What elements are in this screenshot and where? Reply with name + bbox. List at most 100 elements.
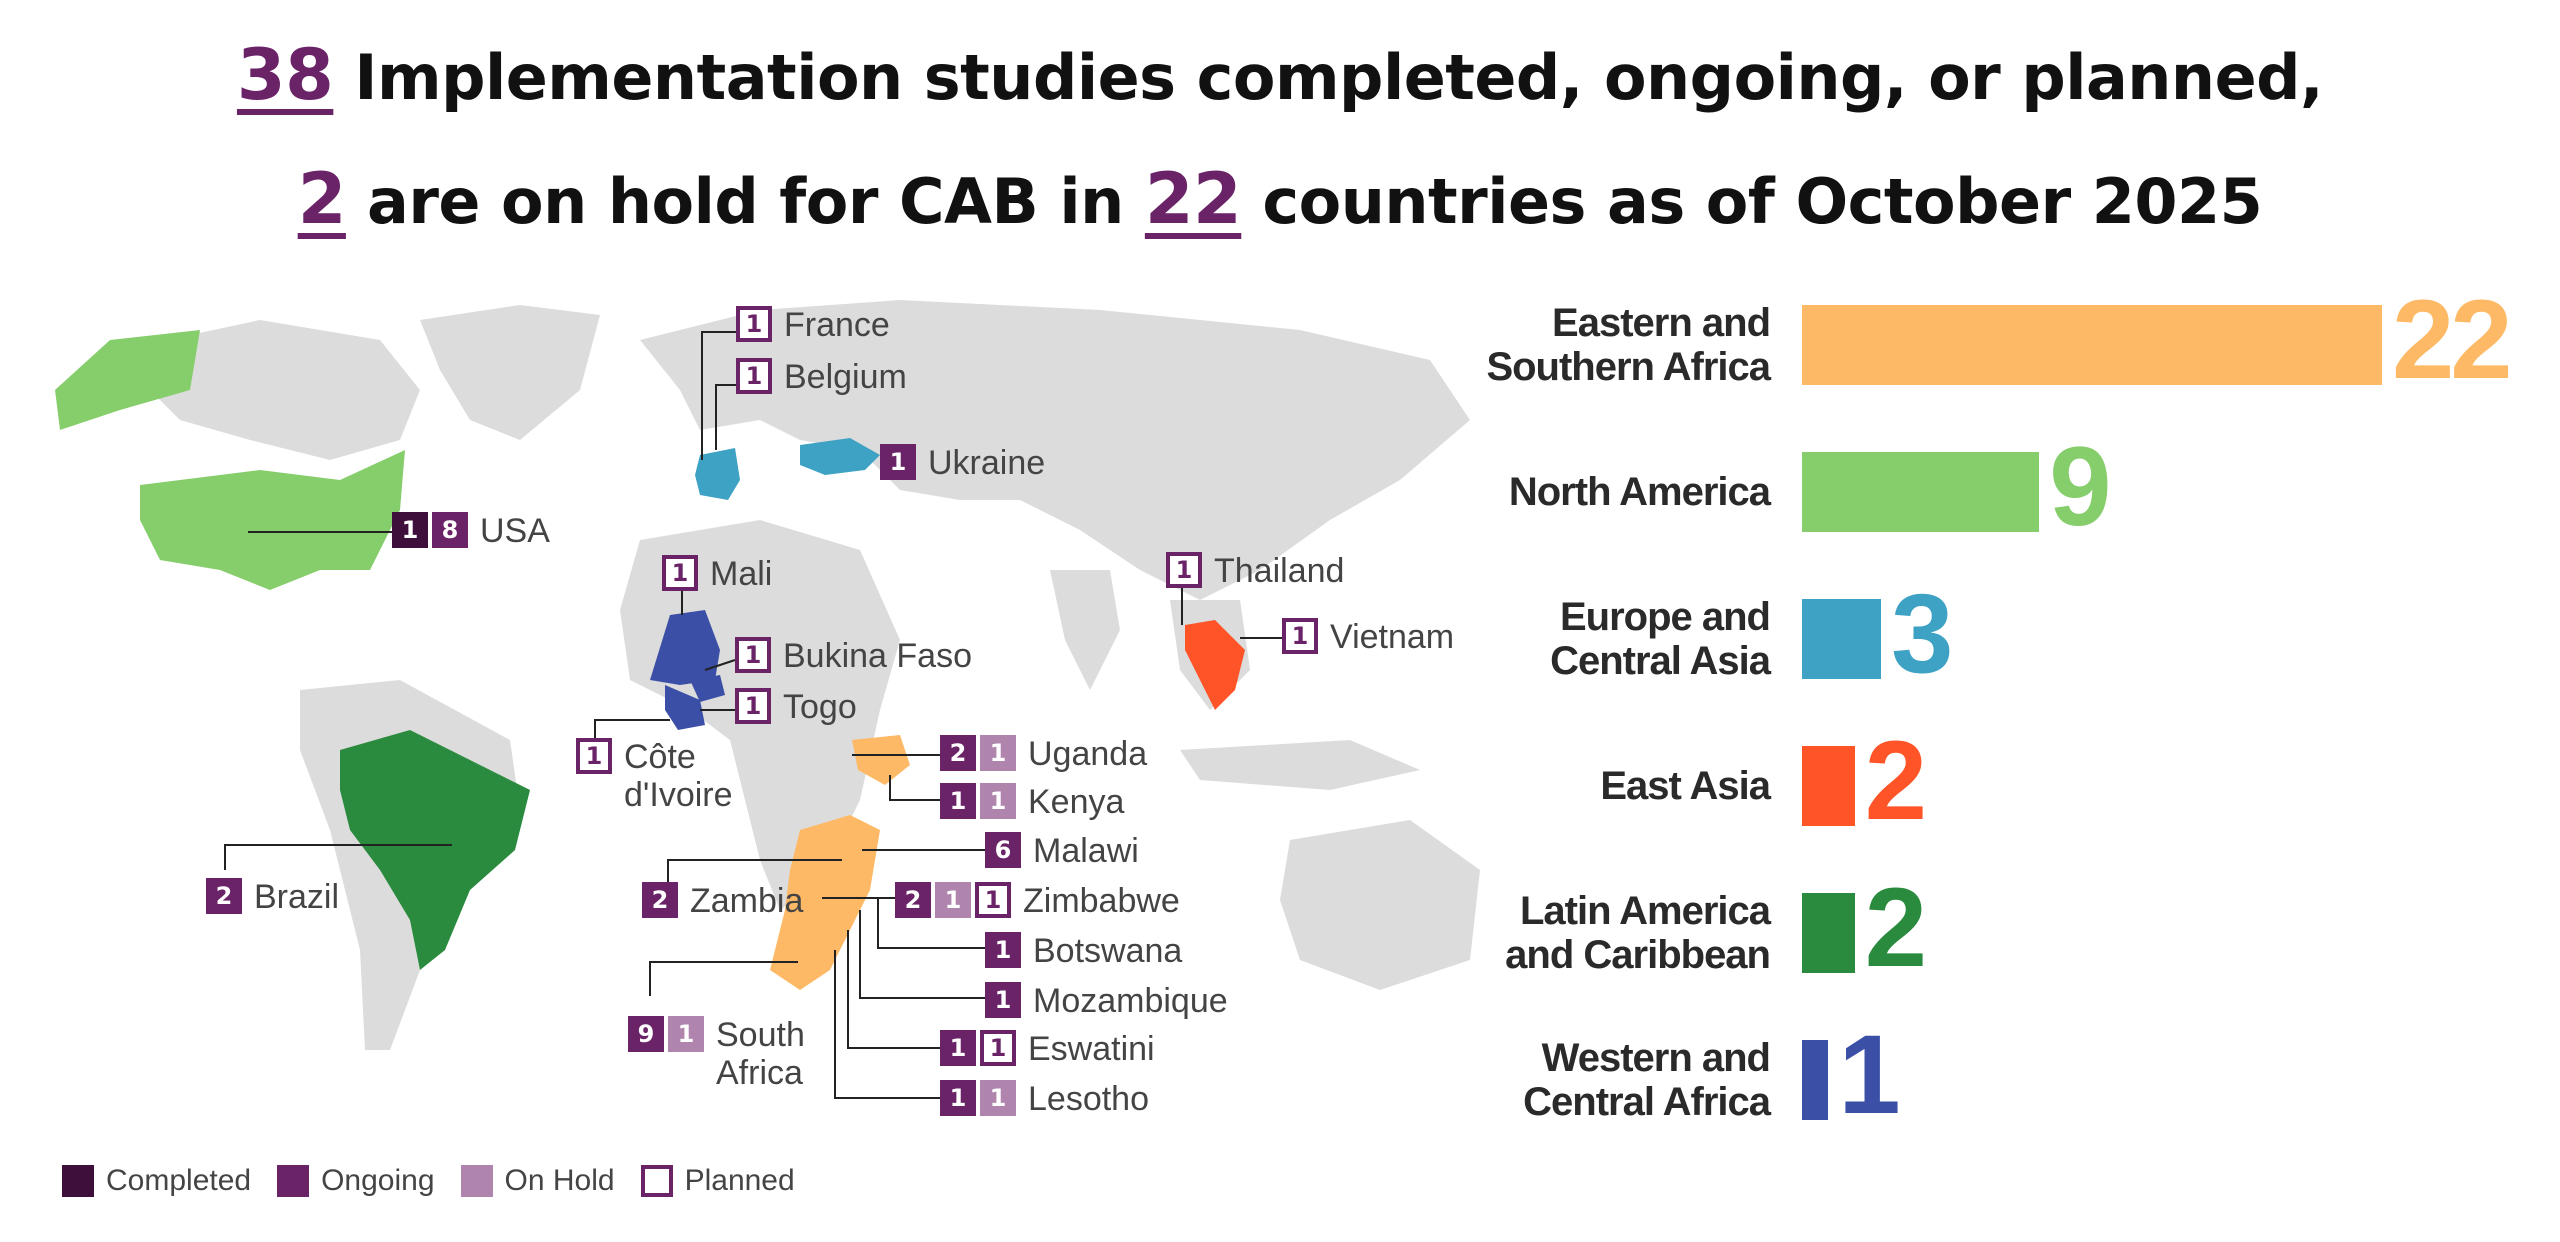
bar-value-label: 2 bbox=[1864, 717, 1927, 843]
ongoing-count-box: 6 bbox=[985, 832, 1021, 868]
bar-value-label: 22 bbox=[2392, 276, 2513, 402]
bar-value-label: 1 bbox=[1838, 1011, 1900, 1137]
legend-swatch bbox=[277, 1165, 310, 1197]
country-name: South Africa bbox=[716, 1016, 805, 1092]
burkina-faso-shape bbox=[690, 675, 725, 702]
planned-count-box: 1 bbox=[736, 306, 772, 342]
usa-shape bbox=[140, 450, 405, 590]
bar-row: Western and Central Africa 1 bbox=[1500, 1012, 2560, 1137]
country-label-kenya: 1 1 Kenya bbox=[940, 783, 1124, 821]
headline-line1-text: Implementation studies completed, ongoin… bbox=[333, 41, 2324, 114]
bar-category-label: East Asia bbox=[1600, 764, 1771, 808]
planned-count-box: 1 bbox=[1166, 552, 1202, 588]
planned-count-box: 1 bbox=[576, 738, 612, 774]
bar-category-label: North America bbox=[1508, 470, 1771, 514]
ongoing-count-box: 1 bbox=[940, 783, 976, 819]
bar-category-label: Europe and Central Asia bbox=[1550, 595, 1771, 683]
southern-africa-shape bbox=[770, 815, 880, 990]
country-name: Zambia bbox=[690, 882, 804, 920]
on-hold-count-box: 1 bbox=[668, 1016, 704, 1052]
country-label-botswana: 1 Botswana bbox=[985, 932, 1182, 970]
ukraine-shape bbox=[800, 438, 880, 475]
completed-count-box: 1 bbox=[392, 512, 428, 548]
ongoing-count-box: 2 bbox=[642, 882, 678, 918]
ongoing-count-box: 1 bbox=[880, 444, 916, 480]
leader-south-africa bbox=[649, 961, 798, 996]
planned-count-box: 1 bbox=[736, 358, 772, 394]
headline-on-hold-count: 2 bbox=[297, 158, 347, 240]
ongoing-count-box: 1 bbox=[985, 932, 1021, 968]
bar bbox=[1802, 893, 1855, 973]
indonesia-land bbox=[1180, 740, 1420, 790]
country-name: Mali bbox=[710, 555, 773, 593]
country-label-thailand: 1 Thailand bbox=[1166, 552, 1344, 590]
ongoing-count-box: 2 bbox=[895, 882, 931, 918]
bar-value-label: 9 bbox=[2049, 423, 2111, 549]
country-name: Zimbabwe bbox=[1023, 882, 1180, 920]
planned-count-box: 1 bbox=[735, 637, 771, 673]
legend-item-on-hold: On Hold bbox=[460, 1164, 615, 1198]
france-shape bbox=[695, 448, 740, 500]
india-land bbox=[1050, 570, 1120, 690]
country-name: Côte d'Ivoire bbox=[624, 738, 733, 814]
headline-line2-end: countries as of October 2025 bbox=[1241, 165, 2263, 238]
on-hold-count-box: 1 bbox=[980, 1080, 1016, 1116]
country-name: Eswatini bbox=[1028, 1030, 1155, 1068]
ongoing-count-box: 1 bbox=[940, 1080, 976, 1116]
legend-item-planned: Planned bbox=[640, 1164, 795, 1198]
mali-shape bbox=[650, 610, 720, 685]
ongoing-count-box: 2 bbox=[940, 735, 976, 771]
legend-swatch bbox=[62, 1165, 94, 1197]
eurasia-land bbox=[640, 300, 1470, 600]
country-label-zimbabwe: 2 1 1 Zimbabwe bbox=[895, 882, 1180, 920]
leader-botswana bbox=[877, 898, 985, 949]
togo-cote-divoire-shape bbox=[665, 685, 705, 730]
legend: Completed Ongoing On Hold Planned bbox=[62, 1164, 821, 1198]
country-label-lesotho: 1 1 Lesotho bbox=[940, 1080, 1149, 1118]
headline-country-count: 22 bbox=[1144, 158, 1242, 240]
bar bbox=[1802, 452, 2040, 532]
on-hold-count-box: 1 bbox=[980, 735, 1016, 771]
leader-eswatini bbox=[847, 930, 940, 1049]
headline-line1: 38 Implementation studies completed, ong… bbox=[0, 34, 2560, 116]
country-label-south-africa: 9 1 South Africa bbox=[628, 1016, 805, 1092]
country-name: Botswana bbox=[1033, 932, 1183, 970]
headline-total-studies: 38 bbox=[236, 34, 334, 116]
leader-kenya bbox=[889, 775, 940, 801]
country-name: Mozambique bbox=[1033, 982, 1228, 1020]
headline-line2-mid: are on hold for CAB in bbox=[345, 165, 1145, 238]
country-label-usa: 1 8 USA bbox=[392, 512, 550, 550]
country-name: Lesotho bbox=[1028, 1080, 1149, 1118]
country-name: Thailand bbox=[1214, 552, 1345, 590]
country-name: Malawi bbox=[1033, 832, 1139, 870]
bar bbox=[1802, 746, 1855, 826]
country-name: Togo bbox=[783, 688, 857, 726]
planned-count-box: 1 bbox=[1282, 618, 1318, 654]
country-name: Vietnam bbox=[1330, 618, 1455, 656]
leader-mozambique bbox=[859, 910, 985, 999]
country-label-togo: 1 Togo bbox=[735, 688, 857, 726]
ongoing-count-box: 1 bbox=[985, 982, 1021, 1018]
world-map-svg bbox=[55, 300, 1480, 1099]
country-name: Brazil bbox=[254, 878, 340, 916]
uganda-kenya-shape bbox=[852, 735, 910, 785]
leader-brazil bbox=[224, 844, 452, 870]
country-label-zambia: 2 Zambia bbox=[642, 882, 803, 920]
bar-row: Europe and Central Asia 3 bbox=[1500, 571, 2560, 696]
leader-burkina bbox=[704, 659, 736, 671]
bar-row: East Asia 2 bbox=[1500, 718, 2560, 843]
planned-count-box: 1 bbox=[735, 688, 771, 724]
planned-count-box: 1 bbox=[975, 882, 1011, 918]
on-hold-count-box: 1 bbox=[980, 783, 1016, 819]
country-label-france: 1 France bbox=[736, 306, 890, 344]
country-label-mozambique: 1 Mozambique bbox=[985, 982, 1228, 1020]
leader-lines bbox=[224, 331, 1282, 1099]
country-label-vietnam: 1 Vietnam bbox=[1282, 618, 1454, 656]
bar bbox=[1802, 599, 1882, 679]
on-hold-count-box: 1 bbox=[935, 882, 971, 918]
ongoing-count-box: 9 bbox=[628, 1016, 664, 1052]
country-name: Uganda bbox=[1028, 735, 1148, 773]
bar-value-label: 3 bbox=[1891, 570, 1953, 696]
ongoing-count-box: 8 bbox=[432, 512, 468, 548]
country-label-uganda: 2 1 Uganda bbox=[940, 735, 1147, 773]
